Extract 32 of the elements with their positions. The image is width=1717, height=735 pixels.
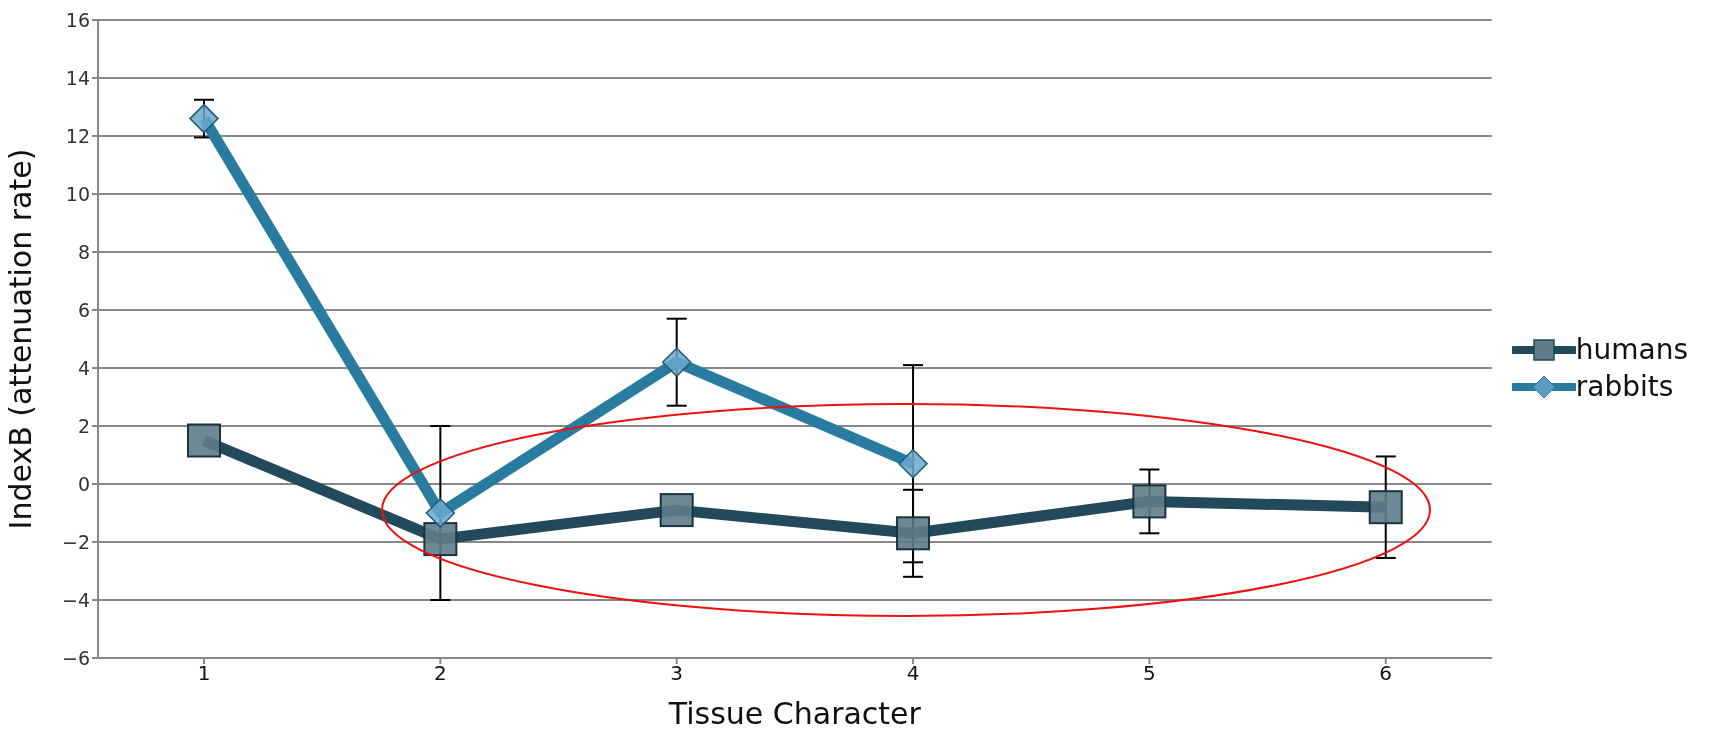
x-tick-label: 3 <box>670 661 684 686</box>
point <box>898 448 928 479</box>
point <box>659 493 694 528</box>
y-tick-label: 10 <box>65 182 90 205</box>
y-tick-label: 0 <box>77 472 90 495</box>
x-tick-label: 2 <box>433 661 447 686</box>
y-tick-label: 2 <box>77 414 90 437</box>
y-tick-label: −6 <box>61 646 90 669</box>
y-tick-label: −4 <box>61 588 90 611</box>
point <box>425 498 456 528</box>
x-tick-label: 4 <box>906 661 920 686</box>
point <box>423 522 458 557</box>
legend-label: humans <box>1575 333 1688 366</box>
point <box>661 347 692 377</box>
point <box>189 103 219 134</box>
y-tick-label: −2 <box>61 530 90 553</box>
x-tick-label: 6 <box>1379 661 1393 686</box>
legend-label: rabbits <box>1575 370 1674 403</box>
x-tick-label: 1 <box>197 661 211 686</box>
y-axis-title: IndexB (attenuation rate) <box>2 148 38 530</box>
y-tick-label: 14 <box>65 66 90 89</box>
point <box>1368 490 1403 525</box>
point <box>1132 484 1167 519</box>
y-tick-label: 12 <box>65 124 90 147</box>
x-axis-title: Tissue Character <box>667 696 922 731</box>
y-tick-label: 16 <box>65 8 90 31</box>
y-tick-label: 4 <box>77 356 90 379</box>
x-tick-label: 5 <box>1143 661 1156 686</box>
point <box>896 516 931 551</box>
y-tick-label: 8 <box>77 240 90 263</box>
point <box>187 423 221 458</box>
y-tick-label: 6 <box>77 298 90 321</box>
